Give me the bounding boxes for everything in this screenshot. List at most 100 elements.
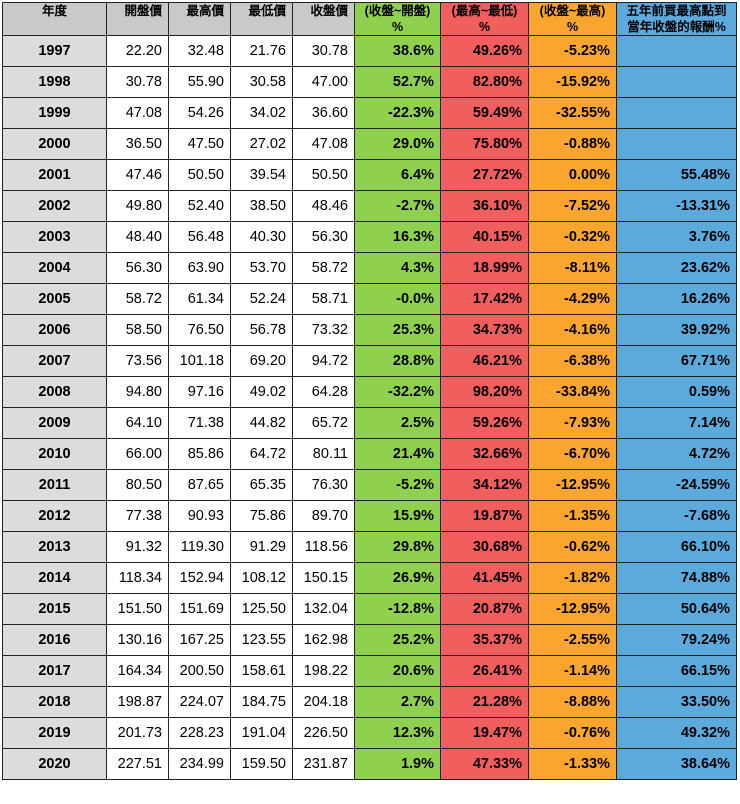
table-body: 1997 22.20 32.48 21.76 30.78 38.6% 49.26% -5.23… bbox=[2, 35, 737, 780]
table-row: 2018 198.87 224.07 184.75 204.18 2.7% 21.28% -8… bbox=[2, 686, 737, 718]
cell-high-low-pct: 34.73% bbox=[440, 314, 529, 346]
cell-high-low-pct: 26.41% bbox=[440, 655, 529, 687]
cell-open: 198.87 bbox=[106, 686, 169, 718]
cell-five-year-return: 66.15% bbox=[616, 655, 737, 687]
cell-close-high-pct: -1.82% bbox=[528, 562, 617, 594]
header-close-open-line2: % bbox=[391, 20, 404, 34]
cell-high: 90.93 bbox=[168, 500, 231, 532]
cell-close: 47.00 bbox=[292, 66, 355, 98]
cell-close-high-pct: -6.70% bbox=[528, 438, 617, 470]
cell-high: 200.50 bbox=[168, 655, 231, 687]
cell-year: 2002 bbox=[2, 190, 107, 222]
cell-close: 30.78 bbox=[292, 35, 355, 67]
cell-close-open-pct: 6.4% bbox=[354, 159, 441, 191]
cell-close: 150.15 bbox=[292, 562, 355, 594]
cell-year: 2019 bbox=[2, 717, 107, 749]
cell-low: 69.20 bbox=[230, 345, 293, 377]
cell-five-year-return: 39.92% bbox=[616, 314, 737, 346]
cell-open: 164.34 bbox=[106, 655, 169, 687]
cell-high: 55.90 bbox=[168, 66, 231, 98]
cell-high: 119.30 bbox=[168, 531, 231, 563]
cell-five-year-return: -13.31% bbox=[616, 190, 737, 222]
cell-close-open-pct: 2.7% bbox=[354, 686, 441, 718]
cell-close: 36.60 bbox=[292, 97, 355, 129]
cell-close-open-pct: 26.9% bbox=[354, 562, 441, 594]
header-close-high-line2: % bbox=[566, 20, 579, 34]
table-row: 1999 47.08 54.26 34.02 36.60 -22.3% 59.49% -32.… bbox=[2, 97, 737, 129]
cell-open: 22.20 bbox=[106, 35, 169, 67]
cell-close-open-pct: 15.9% bbox=[354, 500, 441, 532]
cell-open: 58.72 bbox=[106, 283, 169, 315]
cell-five-year-return bbox=[616, 35, 737, 67]
cell-year: 2016 bbox=[2, 624, 107, 656]
cell-close-high-pct: -33.84% bbox=[528, 376, 617, 408]
cell-year: 1997 bbox=[2, 35, 107, 67]
header-close: 收盤價 bbox=[292, 2, 355, 36]
table-row: 2012 77.38 90.93 75.86 89.70 15.9% 19.87% -1.35… bbox=[2, 500, 737, 532]
cell-high-low-pct: 82.80% bbox=[440, 66, 529, 98]
cell-close: 58.71 bbox=[292, 283, 355, 315]
cell-high: 85.86 bbox=[168, 438, 231, 470]
cell-close-high-pct: -32.55% bbox=[528, 97, 617, 129]
cell-close-open-pct: -12.8% bbox=[354, 593, 441, 625]
table-row: 2016 130.16 167.25 123.55 162.98 25.2% 35.37% -… bbox=[2, 624, 737, 656]
cell-year: 2008 bbox=[2, 376, 107, 408]
cell-close: 198.22 bbox=[292, 655, 355, 687]
cell-high: 61.34 bbox=[168, 283, 231, 315]
cell-high: 228.23 bbox=[168, 717, 231, 749]
header-year: 年度 bbox=[2, 2, 107, 36]
cell-high-low-pct: 98.20% bbox=[440, 376, 529, 408]
cell-high-low-pct: 59.26% bbox=[440, 407, 529, 439]
cell-year: 2011 bbox=[2, 469, 107, 501]
table-row: 2019 201.73 228.23 191.04 226.50 12.3% 19.47% -… bbox=[2, 717, 737, 749]
table-row: 2002 49.80 52.40 38.50 48.46 -2.7% 36.10% -7.52… bbox=[2, 190, 737, 222]
table-row: 2005 58.72 61.34 52.24 58.71 -0.0% 17.42% -4.29… bbox=[2, 283, 737, 315]
table-row: 2013 91.32 119.30 91.29 118.56 29.8% 30.68% -0.… bbox=[2, 531, 737, 563]
cell-close-open-pct: 20.6% bbox=[354, 655, 441, 687]
cell-close-open-pct: -2.7% bbox=[354, 190, 441, 222]
cell-high: 50.50 bbox=[168, 159, 231, 191]
table-row: 2001 47.46 50.50 39.54 50.50 6.4% 27.72% 0.00% 5… bbox=[2, 159, 737, 191]
cell-low: 123.55 bbox=[230, 624, 293, 656]
cell-five-year-return: 16.26% bbox=[616, 283, 737, 315]
cell-high-low-pct: 36.10% bbox=[440, 190, 529, 222]
cell-close-high-pct: -0.88% bbox=[528, 128, 617, 160]
cell-five-year-return: 55.48% bbox=[616, 159, 737, 191]
cell-close-open-pct: 2.5% bbox=[354, 407, 441, 439]
cell-open: 49.80 bbox=[106, 190, 169, 222]
cell-close: 47.08 bbox=[292, 128, 355, 160]
cell-high-low-pct: 20.87% bbox=[440, 593, 529, 625]
cell-five-year-return: -24.59% bbox=[616, 469, 737, 501]
cell-low: 40.30 bbox=[230, 221, 293, 253]
cell-open: 201.73 bbox=[106, 717, 169, 749]
cell-close-open-pct: 29.0% bbox=[354, 128, 441, 160]
table-row: 2020 227.51 234.99 159.50 231.87 1.9% 47.33% -1… bbox=[2, 748, 737, 780]
cell-low: 53.70 bbox=[230, 252, 293, 284]
cell-close-open-pct: 1.9% bbox=[354, 748, 441, 780]
cell-low: 52.24 bbox=[230, 283, 293, 315]
cell-open: 47.08 bbox=[106, 97, 169, 129]
cell-close: 231.87 bbox=[292, 748, 355, 780]
cell-high-low-pct: 19.87% bbox=[440, 500, 529, 532]
cell-open: 130.16 bbox=[106, 624, 169, 656]
cell-close-open-pct: -0.0% bbox=[354, 283, 441, 315]
table-row: 2009 64.10 71.38 44.82 65.72 2.5% 59.26% -7.93%… bbox=[2, 407, 737, 439]
cell-close: 226.50 bbox=[292, 717, 355, 749]
table-row: 2000 36.50 47.50 27.02 47.08 29.0% 75.80% -0.88… bbox=[2, 128, 737, 160]
cell-year: 2017 bbox=[2, 655, 107, 687]
header-close-high-line1: (收盤~最高) bbox=[539, 4, 606, 18]
cell-close: 64.28 bbox=[292, 376, 355, 408]
cell-low: 64.72 bbox=[230, 438, 293, 470]
cell-close-open-pct: -32.2% bbox=[354, 376, 441, 408]
cell-open: 118.34 bbox=[106, 562, 169, 594]
cell-close-high-pct: -7.52% bbox=[528, 190, 617, 222]
cell-year: 2003 bbox=[2, 221, 107, 253]
cell-close-open-pct: 38.6% bbox=[354, 35, 441, 67]
cell-high-low-pct: 47.33% bbox=[440, 748, 529, 780]
cell-close: 65.72 bbox=[292, 407, 355, 439]
cell-close-open-pct: 28.8% bbox=[354, 345, 441, 377]
cell-high-low-pct: 46.21% bbox=[440, 345, 529, 377]
cell-high-low-pct: 30.68% bbox=[440, 531, 529, 563]
cell-high: 87.65 bbox=[168, 469, 231, 501]
header-row: 年度 開盤價 最高價 最低價 收盤價 (收盤~開盤) % (最高~最低) % (… bbox=[2, 2, 737, 36]
